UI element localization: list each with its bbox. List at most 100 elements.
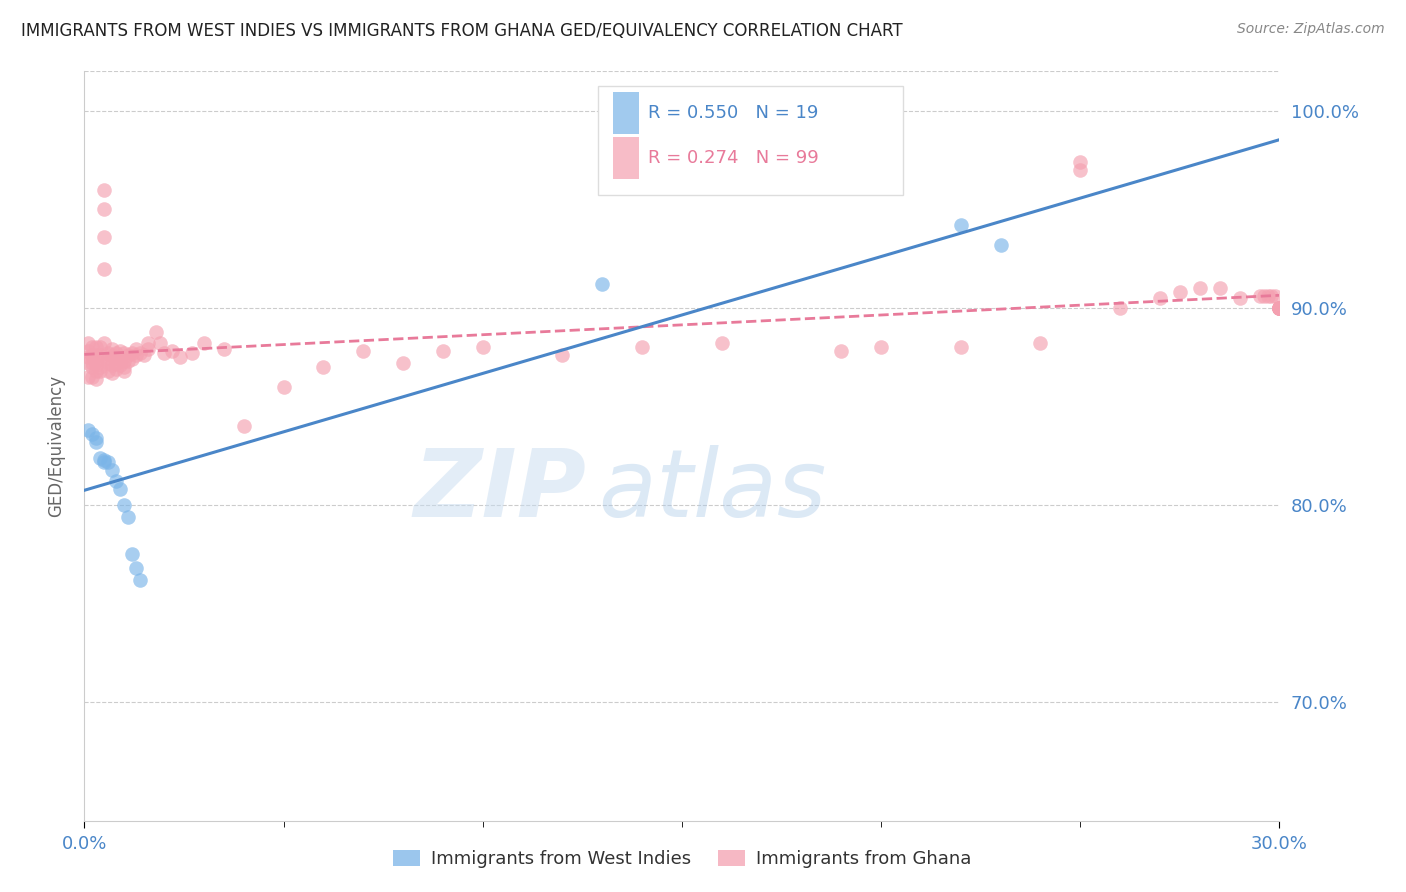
Point — [82, 356, 104, 370]
Point — [136, 336, 159, 351]
Point — [631, 340, 654, 354]
Point — [105, 356, 128, 370]
Point — [471, 340, 494, 354]
Point — [110, 483, 132, 497]
Point — [97, 352, 120, 367]
Point — [121, 352, 143, 367]
Point — [1029, 336, 1052, 351]
Point — [86, 431, 108, 445]
Point — [97, 346, 120, 360]
Point — [77, 351, 100, 365]
Point — [77, 336, 100, 351]
Point — [710, 336, 733, 351]
Point — [112, 354, 135, 368]
Point — [82, 427, 104, 442]
Point — [1264, 289, 1286, 303]
Point — [110, 358, 132, 372]
Point — [1257, 289, 1279, 303]
Point — [1268, 301, 1291, 315]
Point — [86, 348, 108, 362]
Point — [312, 360, 335, 375]
Point — [232, 419, 254, 434]
Point — [273, 380, 295, 394]
Text: R = 0.550   N = 19: R = 0.550 N = 19 — [648, 104, 818, 122]
Point — [1268, 301, 1291, 315]
Point — [105, 351, 128, 365]
Point — [112, 346, 135, 360]
Point — [1168, 285, 1191, 300]
Point — [101, 352, 124, 367]
Point — [112, 360, 135, 375]
Point — [949, 218, 972, 232]
Point — [86, 364, 108, 378]
Point — [193, 336, 215, 351]
Point — [1253, 289, 1275, 303]
Point — [82, 351, 104, 365]
Point — [990, 238, 1012, 252]
Point — [112, 364, 135, 378]
Point — [1260, 289, 1282, 303]
Point — [97, 356, 120, 370]
Point — [117, 354, 139, 368]
Point — [1069, 155, 1091, 169]
Point — [129, 346, 152, 360]
Point — [89, 364, 111, 378]
Legend: Immigrants from West Indies, Immigrants from Ghana: Immigrants from West Indies, Immigrants … — [385, 843, 979, 875]
Point — [93, 202, 115, 217]
Text: IMMIGRANTS FROM WEST INDIES VS IMMIGRANTS FROM GHANA GED/EQUIVALENCY CORRELATION: IMMIGRANTS FROM WEST INDIES VS IMMIGRANT… — [21, 22, 903, 40]
Point — [93, 455, 115, 469]
Point — [121, 548, 143, 562]
Point — [89, 450, 111, 465]
Point — [117, 510, 139, 524]
Point — [1188, 281, 1211, 295]
Point — [125, 343, 148, 357]
Point — [86, 354, 108, 368]
Bar — [613, 93, 638, 134]
Point — [136, 343, 159, 357]
Point — [153, 346, 176, 360]
Point — [169, 351, 191, 365]
Point — [82, 370, 104, 384]
Point — [1268, 301, 1291, 315]
Point — [93, 261, 115, 276]
Point — [949, 340, 972, 354]
Text: R = 0.274   N = 99: R = 0.274 N = 99 — [648, 149, 820, 167]
Point — [101, 348, 124, 362]
Point — [110, 352, 132, 367]
Point — [1268, 301, 1291, 315]
Point — [89, 348, 111, 362]
Point — [112, 498, 135, 512]
Point — [110, 344, 132, 359]
Point — [1249, 289, 1271, 303]
Point — [432, 344, 454, 359]
Point — [86, 435, 108, 450]
Point — [86, 340, 108, 354]
Point — [1229, 291, 1251, 305]
Point — [82, 360, 104, 375]
Point — [117, 348, 139, 362]
Point — [93, 183, 115, 197]
Point — [145, 325, 167, 339]
Point — [1149, 291, 1171, 305]
Point — [212, 343, 235, 357]
Point — [97, 455, 120, 469]
Point — [149, 336, 172, 351]
Point — [352, 344, 374, 359]
Point — [101, 463, 124, 477]
Point — [89, 340, 111, 354]
Point — [77, 356, 100, 370]
Point — [97, 364, 120, 378]
Point — [86, 358, 108, 372]
Point — [870, 340, 893, 354]
Point — [93, 230, 115, 244]
Point — [591, 277, 613, 292]
Point — [551, 348, 574, 362]
Point — [101, 343, 124, 357]
Y-axis label: GED/Equivalency: GED/Equivalency — [48, 375, 66, 517]
Point — [1069, 163, 1091, 178]
Point — [132, 348, 156, 362]
Point — [105, 362, 128, 376]
Point — [392, 356, 415, 370]
Point — [105, 475, 128, 489]
Point — [181, 346, 204, 360]
